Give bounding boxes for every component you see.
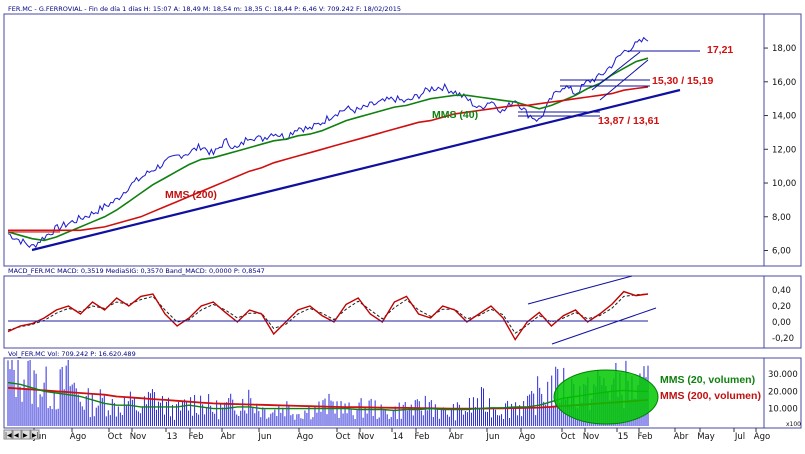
macd-y-tick: 0,20 [772, 302, 791, 312]
volume-mms200-line [7, 386, 649, 410]
price-y-tick: 16,00 [772, 78, 796, 88]
price-y-tick: 12,00 [772, 145, 796, 155]
macd-channel-upper [527, 275, 633, 305]
x-tick: Oct [561, 432, 576, 442]
nav-first-icon: |◀ [5, 432, 12, 439]
macd-panel[interactable] [3, 275, 765, 349]
x-tick: 14 [393, 432, 404, 442]
x-tick: 13 [167, 432, 178, 442]
macd-channel-lower [551, 307, 657, 345]
volume-scale-label: x100 [786, 421, 801, 428]
macd-line [7, 290, 649, 341]
macd-y-tick: 0,40 [772, 286, 791, 296]
x-tick: Ago [754, 432, 770, 442]
nav-prev-button[interactable] [12, 429, 22, 440]
nav-next-icon: ▶ [23, 432, 28, 439]
x-tick: Abr [221, 432, 236, 442]
price-y-tick: 6,00 [772, 247, 791, 257]
x-tick: Jun [257, 432, 271, 442]
volume-y-tick: 30.000 [768, 370, 798, 380]
volume-highlight-ellipse [553, 369, 659, 425]
volume-y-tick: 20.000 [768, 387, 798, 397]
x-tick: May [697, 432, 715, 442]
x-tick: Nov [583, 432, 600, 442]
nav-first-button[interactable] [3, 429, 13, 440]
channel-line-upper [591, 51, 641, 91]
price-y-tick: 8,00 [772, 213, 791, 223]
volume-bars-group [7, 360, 649, 426]
mms200-line [8, 86, 649, 232]
x-tick: Feb [188, 432, 203, 442]
macd-axis [763, 275, 802, 349]
price-line [7, 36, 649, 249]
price-y-tick: 14,00 [772, 112, 796, 122]
nav-last-button[interactable] [30, 429, 40, 440]
annotation-mms40: MMS (40) [432, 109, 478, 121]
macd-signal-line [7, 293, 649, 334]
x-tick: Abr [674, 432, 689, 442]
volume-ma-group [7, 381, 649, 412]
price-panel[interactable] [3, 13, 765, 267]
volume-y-tick: 10.000 [768, 405, 798, 415]
nav-buttons: |◀ ◀ ▶ ▶| [3, 429, 40, 440]
x-tick: Jul [734, 432, 745, 442]
volume-header: Vol_FER.MC Vol: 709.242 P: 16.620.489 [8, 350, 136, 358]
price-y-tick: 18,00 [772, 44, 796, 54]
mms40-line [7, 57, 649, 242]
x-tick: 15 [618, 432, 629, 442]
main-trendline [31, 88, 681, 252]
x-tick: Nov [358, 432, 375, 442]
annotation-vol-mms200: MMS (200, volumen) [660, 390, 761, 402]
x-tick: Abr [449, 432, 464, 442]
macd-header: MACD_FER.MC MACD: 0,3519 MediaSIG: 0,357… [8, 267, 265, 275]
x-tick: Ago [297, 432, 313, 442]
nav-last-icon: ▶| [32, 432, 39, 439]
x-tick: Oct [336, 432, 351, 442]
nav-prev-icon: ◀ [14, 432, 19, 439]
volume-axis [763, 357, 802, 429]
price-header: FER.MC - G.FERROVIAL - Fin de día 1 días… [8, 5, 401, 13]
price-y-tick: 10,00 [772, 179, 796, 189]
annotation-level-15: 15,30 / 15,19 [652, 75, 713, 87]
annotation-mms200: MMS (200) [165, 189, 217, 201]
macd-series-group [7, 290, 649, 341]
x-tick: Nov [130, 432, 147, 442]
x-tick: Jun [485, 432, 499, 442]
annotation-level-17: 17,21 [707, 44, 733, 56]
annotation-vol-mms20: MMS (20, volumen) [660, 374, 755, 386]
axis-ticks-group: 18,00 16,00 14,00 12,00 10,00 8,00 6,00 0,40 0,2… [32, 44, 797, 442]
annotation-level-13: 13,87 / 13,61 [598, 115, 659, 127]
x-tick: Oct [108, 432, 123, 442]
price-series-group [7, 36, 649, 249]
x-tick: Feb [637, 432, 652, 442]
channel-line-lower [599, 59, 649, 101]
volume-mms20-line [7, 381, 648, 412]
macd-y-tick: 0,00 [772, 318, 791, 328]
nav-next-button[interactable] [21, 429, 31, 440]
x-tick: Ago [70, 432, 86, 442]
macd-y-tick: -0,20 [772, 334, 794, 344]
price-axis [763, 13, 802, 267]
x-tick: Ago [519, 432, 535, 442]
x-tick: Feb [414, 432, 429, 442]
